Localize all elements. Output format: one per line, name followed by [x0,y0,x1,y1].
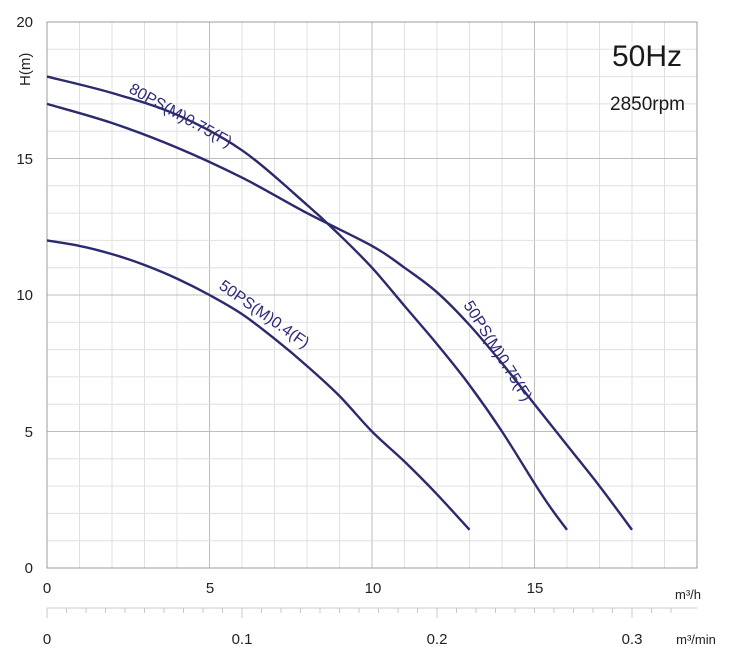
grid [46,21,698,569]
curve-50ps-m-0-4-f [46,239,471,531]
y-tick-15: 15 [16,151,33,168]
secondary-tick-0-2: 0.2 [427,631,448,648]
plot-frame [46,21,698,569]
speed-annotation: 2850rpm [610,94,685,115]
frequency-annotation: 50Hz [612,40,682,73]
secondary-unit-label: m³/min [676,632,716,647]
y-tick-20: 20 [16,14,33,31]
x-tick-labels: 0 5 10 15 [43,580,544,597]
secondary-tick-0-1: 0.1 [232,631,253,648]
y-tick-10: 10 [16,287,33,304]
x-tick-0: 0 [43,580,51,597]
y-tick-labels: 20 15 10 5 0 [16,14,33,577]
curves [46,75,633,531]
x-unit-label: m³/h [675,587,701,602]
x-tick-15: 15 [527,580,544,597]
series-labels: 80PS(M)0.75(F) 50PS(M)0.75(F) 50PS(M)0.4… [126,81,535,405]
secondary-tick-0: 0 [43,631,51,648]
curve-50ps-m-0-75-f [46,102,633,531]
secondary-tick-0-3: 0.3 [622,631,643,648]
x-tick-5: 5 [206,580,214,597]
series-label-80ps-m-0-75-f: 80PS(M)0.75(F) [126,81,235,151]
y-tick-0: 0 [25,560,33,577]
curve-80ps-m-0-75-f [46,75,568,531]
y-axis-label: H(m) [17,53,34,86]
y-tick-5: 5 [25,424,33,441]
x-tick-10: 10 [365,580,382,597]
series-label-50ps-m-0-4-f: 50PS(M)0.4(F) [216,277,312,352]
secondary-x-tick-labels: 0 0.1 0.2 0.3 [43,631,643,648]
secondary-axis-minor-ticks [46,608,672,618]
